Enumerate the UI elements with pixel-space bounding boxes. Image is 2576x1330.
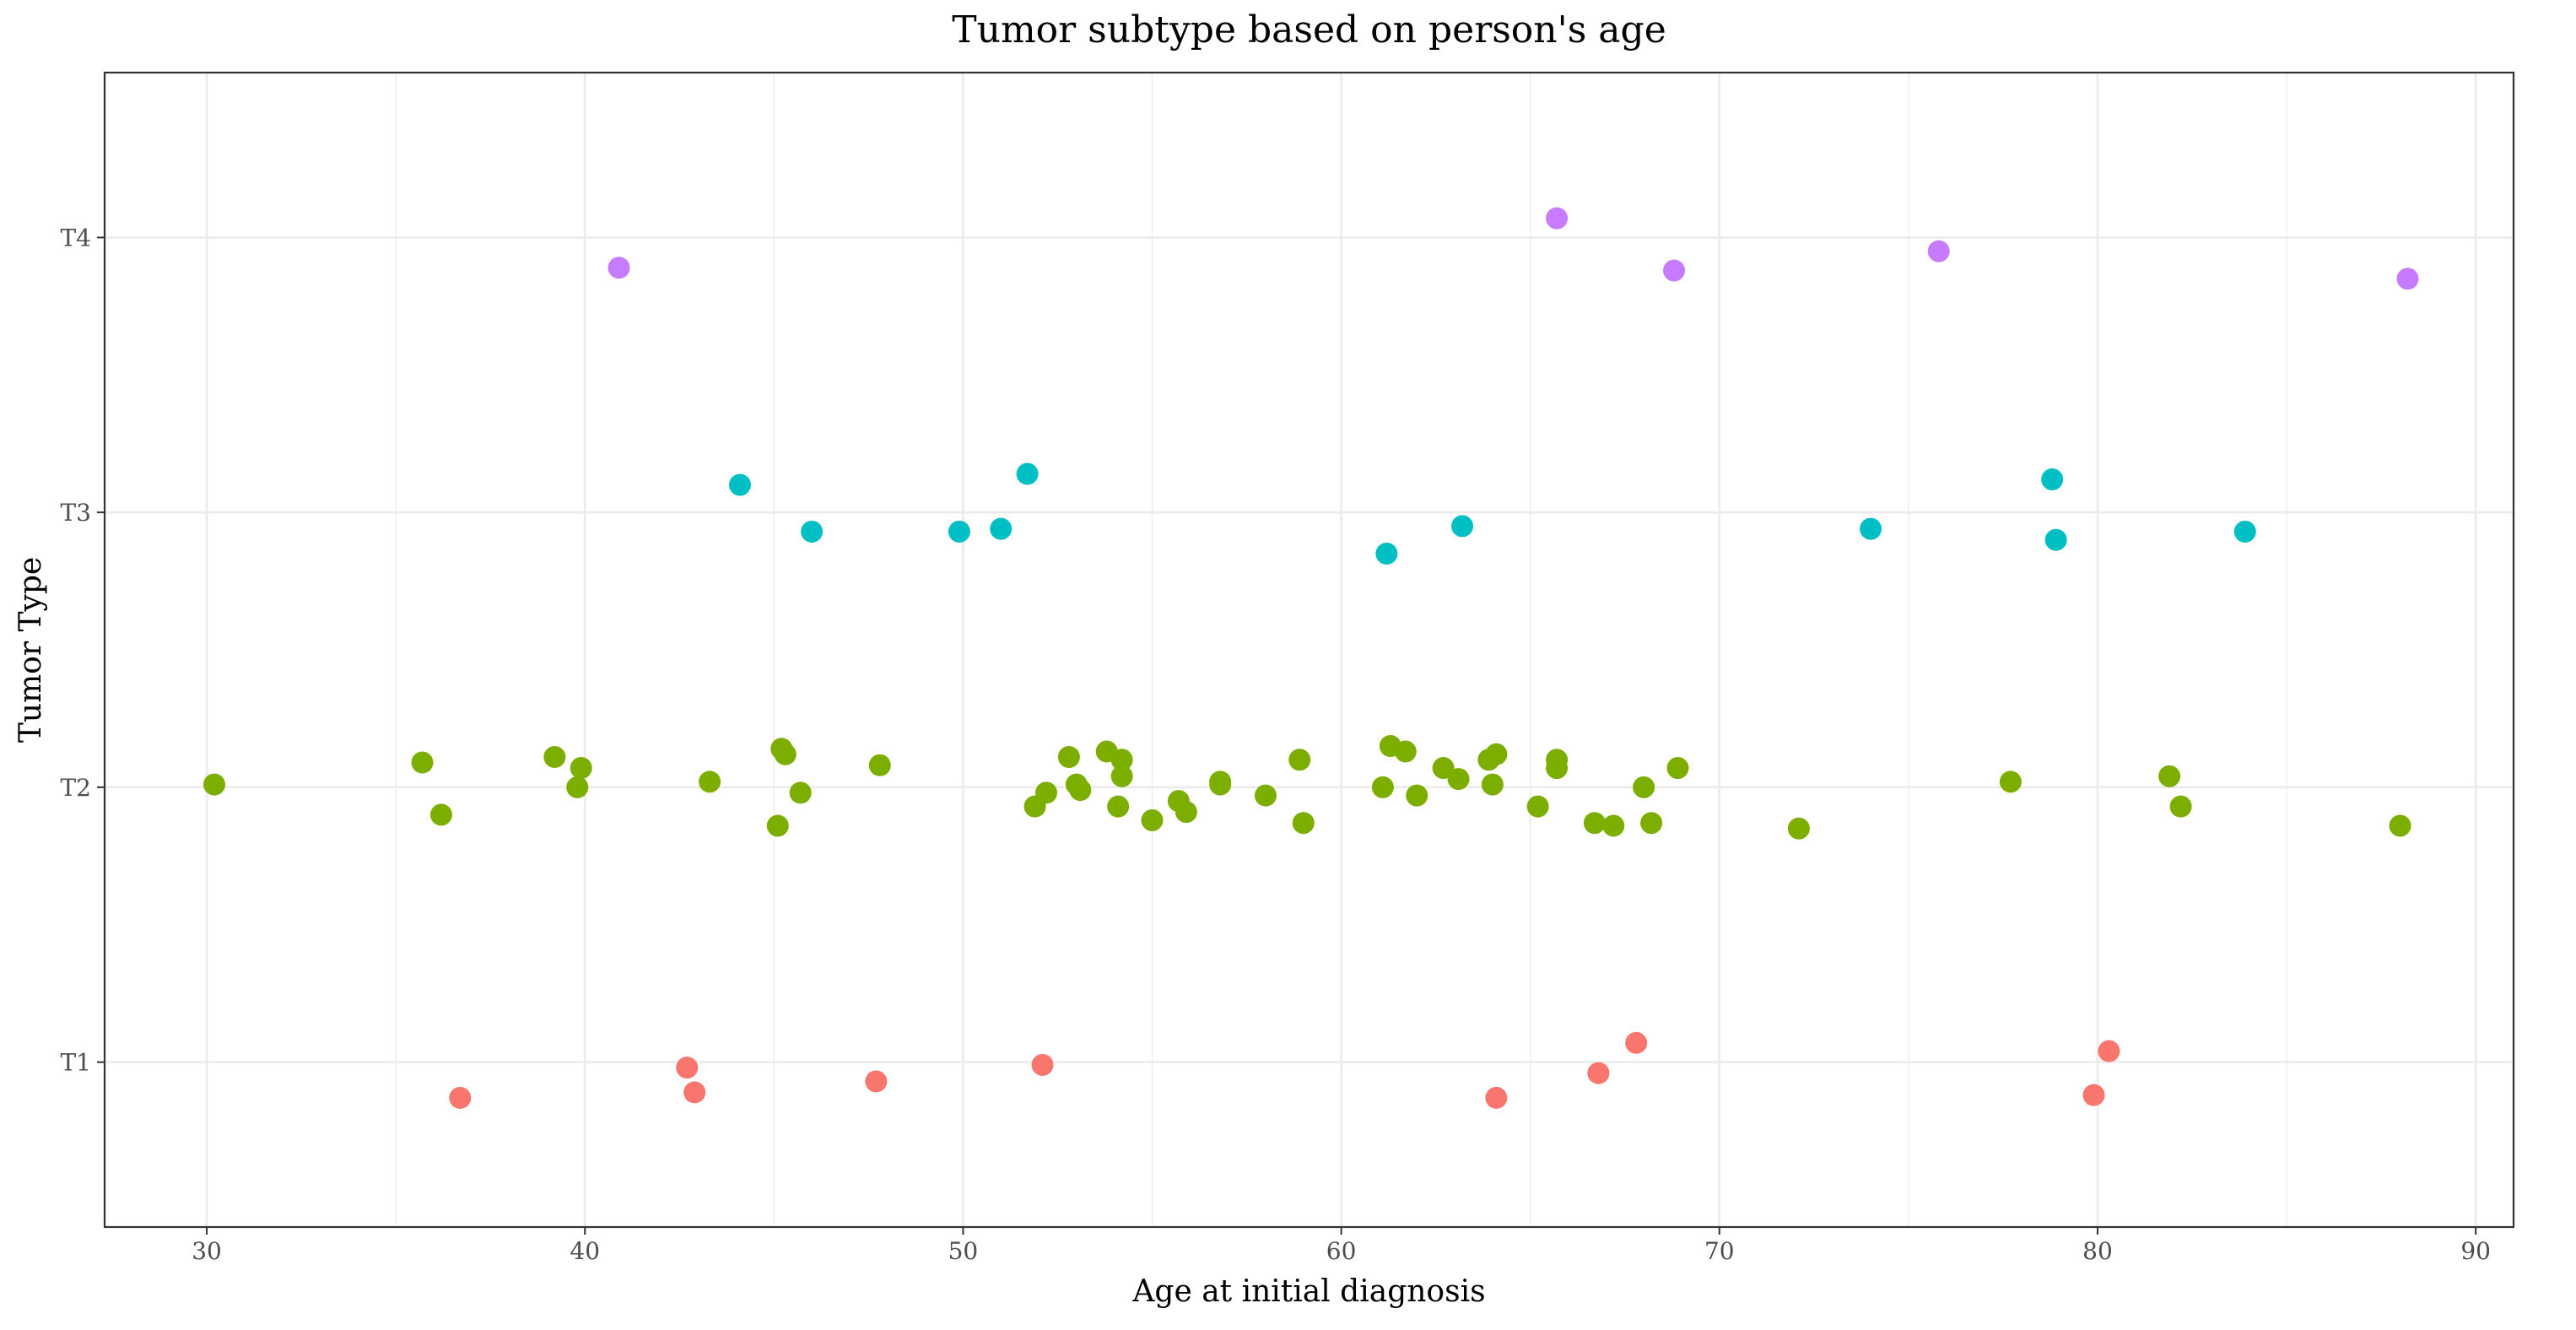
data-point-t2: [1141, 808, 1164, 831]
data-point-t1: [2098, 1040, 2120, 1062]
y-tick-label: T2: [61, 774, 92, 802]
chart-title: Tumor subtype based on person's age: [952, 8, 1666, 51]
data-point-t3: [2044, 528, 2067, 551]
data-point-t3: [2041, 468, 2064, 491]
data-point-t2: [1787, 817, 1810, 840]
data-point-t2: [1292, 812, 1315, 835]
x-tick-label: 90: [2460, 1237, 2491, 1265]
data-point-t2: [570, 757, 592, 780]
data-point-t3: [2233, 520, 2256, 543]
y-axis: T1 T2 T3 T4: [61, 224, 105, 1077]
data-point-t1: [2082, 1084, 2105, 1106]
data-point-t1: [449, 1086, 472, 1109]
data-point-t2: [2169, 795, 2192, 818]
data-point-t2: [1288, 749, 1311, 771]
data-point-t2: [1583, 812, 1606, 835]
data-point-t2: [543, 746, 566, 769]
data-point-t2: [203, 773, 225, 796]
data-point-t2: [1640, 812, 1663, 835]
data-point-t1: [1485, 1086, 1508, 1109]
data-point-t2: [1432, 757, 1455, 780]
data-point-t2: [1485, 743, 1508, 765]
data-point-t2: [1526, 795, 1549, 818]
data-point-t2: [774, 743, 797, 765]
data-point-t2: [1481, 773, 1504, 796]
data-point-t1: [683, 1081, 706, 1104]
data-point-t1: [676, 1057, 699, 1079]
x-tick-label: 40: [570, 1237, 600, 1265]
data-point-t2: [699, 770, 721, 793]
data-point-t4: [608, 257, 630, 279]
x-axis-label: Age at initial diagnosis: [1131, 1274, 1485, 1309]
x-tick-label: 50: [948, 1237, 979, 1265]
x-tick-label: 70: [1704, 1237, 1735, 1265]
data-point-t2: [1633, 776, 1655, 798]
data-point-t3: [1375, 543, 1398, 565]
data-point-t2: [1666, 757, 1689, 780]
data-point-t2: [766, 814, 789, 837]
data-point-t2: [868, 754, 891, 776]
data-point-t1: [865, 1070, 888, 1093]
y-axis-label: Tumor Type: [14, 557, 48, 743]
x-tick-label: 80: [2082, 1237, 2113, 1265]
data-point-t2: [411, 751, 434, 774]
data-point-t2: [1107, 795, 1130, 818]
data-point-t2: [1406, 784, 1428, 807]
x-axis: 30 40 50 60 70 80 90: [192, 1227, 2491, 1265]
y-tick-label: T3: [61, 499, 92, 527]
data-point-t2: [1110, 749, 1133, 771]
data-point-t2: [1057, 746, 1080, 769]
data-point-t2: [1209, 773, 1232, 796]
data-point-t2: [2389, 814, 2411, 837]
data-points: [203, 207, 2419, 1109]
x-tick-label: 60: [1326, 1237, 1357, 1265]
data-point-t2: [1999, 770, 2022, 793]
y-tick-label: T4: [61, 224, 92, 251]
data-point-t3: [948, 520, 970, 543]
data-point-t2: [789, 781, 812, 804]
data-point-t3: [1016, 462, 1039, 485]
data-point-t2: [1394, 740, 1417, 763]
data-point-t1: [1031, 1053, 1054, 1076]
data-point-t2: [1035, 781, 1058, 804]
data-point-t3: [990, 517, 1013, 540]
data-point-t2: [1110, 765, 1133, 787]
data-point-t1: [1625, 1031, 1648, 1054]
data-point-t1: [1587, 1062, 1610, 1084]
data-point-t2: [1069, 779, 1092, 802]
data-point-t4: [1927, 240, 1950, 262]
data-point-t4: [2396, 268, 2419, 290]
data-point-t2: [1602, 814, 1625, 837]
x-tick-label: 30: [192, 1237, 222, 1265]
data-point-t2: [429, 803, 452, 826]
data-point-t2: [2158, 765, 2181, 787]
data-point-t2: [1546, 757, 1569, 780]
data-point-t4: [1663, 259, 1686, 282]
data-point-t3: [1451, 515, 1474, 538]
data-point-t2: [1175, 801, 1197, 824]
data-point-t3: [728, 473, 751, 496]
data-point-t3: [801, 520, 824, 543]
data-point-t2: [566, 776, 589, 798]
data-point-t2: [1254, 784, 1277, 807]
data-point-t2: [1447, 768, 1470, 791]
y-tick-label: T1: [61, 1049, 92, 1077]
data-point-t4: [1546, 207, 1569, 230]
plot-panel-border: [103, 71, 2515, 1229]
data-point-t3: [1860, 517, 1882, 540]
gridlines: [105, 73, 2514, 1227]
data-point-t2: [1371, 776, 1394, 798]
